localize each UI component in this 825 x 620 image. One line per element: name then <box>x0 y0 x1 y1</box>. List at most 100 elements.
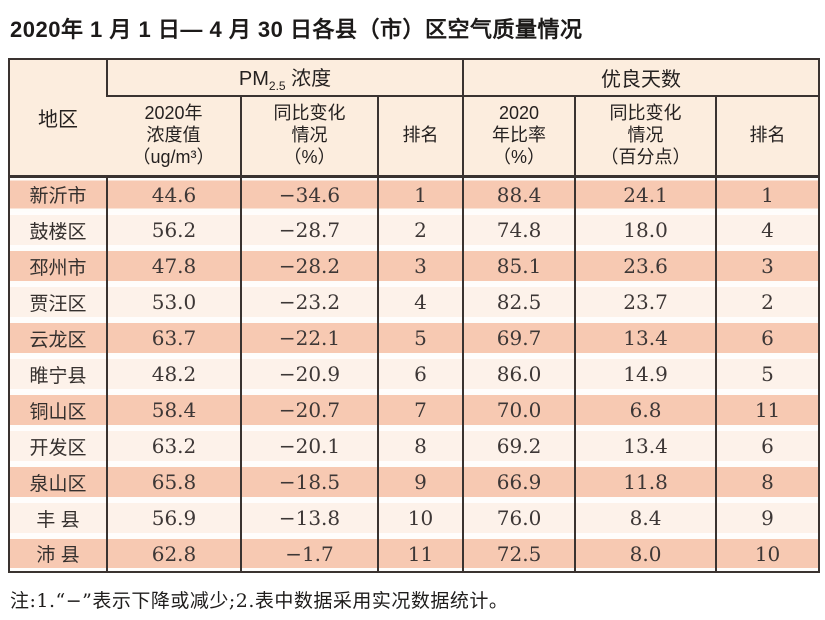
pm-value-cell: 62.8 <box>106 536 241 572</box>
pm-rank-cell: 10 <box>376 500 464 536</box>
table-row: 睢宁县 48.2 −20.9 6 86.0 14.9 5 <box>9 356 820 392</box>
table-row: 贾汪区 53.0 −23.2 4 82.5 23.7 2 <box>9 284 820 320</box>
pm-label: PM <box>238 68 269 90</box>
region-cell: 新沂市 <box>9 176 107 212</box>
pm-value-cell: 48.2 <box>106 356 241 392</box>
gd-ratio-cell: 76.0 <box>462 500 576 536</box>
pm-value-cell: 56.2 <box>106 212 241 248</box>
pm-rank-cell: 6 <box>376 356 464 392</box>
gd-ratio-cell: 69.2 <box>462 428 576 464</box>
table-row: 铜山区 58.4 −20.7 7 70.0 6.8 11 <box>9 392 820 428</box>
table-header: 地区 PM2.5 浓度 优良天数 2020年 浓度值 （ug/m³） 同比变化 … <box>9 59 820 178</box>
gd-ratio-cell: 88.4 <box>462 176 576 212</box>
gd-rank-cell: 6 <box>715 428 820 464</box>
pm-change-cell: −20.1 <box>240 428 378 464</box>
gd-rank-cell: 5 <box>715 356 820 392</box>
gd-change-cell: 14.9 <box>574 356 717 392</box>
gd-change-cell: 24.1 <box>574 176 717 212</box>
gd-rank-cell: 11 <box>715 392 820 428</box>
gd-change-cell: 8.0 <box>574 536 717 572</box>
pm-rank-cell: 9 <box>376 464 464 500</box>
gd-ratio-cell: 66.9 <box>462 464 576 500</box>
gd-change-cell: 8.4 <box>574 500 717 536</box>
pm-rank-cell: 8 <box>376 428 464 464</box>
pm-rank-cell: 3 <box>376 248 464 284</box>
region-cell: 泉山区 <box>9 464 107 500</box>
pm-change-cell: −13.8 <box>240 500 378 536</box>
pm-change-cell: −23.2 <box>240 284 378 320</box>
header-pm-change: 同比变化 情况 （%） <box>240 96 378 178</box>
header-gd-rank: 排名 <box>715 96 820 178</box>
page-title: 2020年 1 月 1 日— 4 月 30 日各县（市）区空气质量情况 <box>10 17 583 42</box>
region-cell: 邳州市 <box>9 248 107 284</box>
pm-change-cell: −18.5 <box>240 464 378 500</box>
pm-change-cell: −28.2 <box>240 248 378 284</box>
table-row: 沛 县 62.8 −1.7 11 72.5 8.0 10 <box>9 536 820 572</box>
pm-value-cell: 63.7 <box>106 320 241 356</box>
header-gd-ratio: 2020 年比率 （%） <box>462 96 576 178</box>
region-cell: 云龙区 <box>9 320 107 356</box>
gd-rank-cell: 9 <box>715 500 820 536</box>
gd-change-cell: 6.8 <box>574 392 717 428</box>
region-cell: 丰 县 <box>9 500 107 536</box>
gd-ratio-cell: 86.0 <box>462 356 576 392</box>
gd-ratio-cell: 72.5 <box>462 536 576 572</box>
pm-rank-cell: 7 <box>376 392 464 428</box>
header-good-days-group: 优良天数 <box>462 59 820 97</box>
gd-rank-cell: 10 <box>715 536 820 572</box>
pm-rank-cell: 2 <box>376 212 464 248</box>
header-group-row: 地区 PM2.5 浓度 优良天数 <box>9 59 820 178</box>
pm-change-cell: −1.7 <box>240 536 378 572</box>
gd-change-cell: 23.6 <box>574 248 717 284</box>
table-row: 云龙区 63.7 −22.1 5 69.7 13.4 6 <box>9 320 820 356</box>
pm-change-cell: −20.7 <box>240 392 378 428</box>
pm-value-cell: 53.0 <box>106 284 241 320</box>
header-region: 地区 <box>9 59 107 178</box>
pm-rank-cell: 5 <box>376 320 464 356</box>
pm-rank-cell: 11 <box>376 536 464 572</box>
table-row: 泉山区 65.8 −18.5 9 66.9 11.8 8 <box>9 464 820 500</box>
gd-ratio-cell: 69.7 <box>462 320 576 356</box>
pm-rank-cell: 1 <box>376 176 464 212</box>
gd-rank-cell: 3 <box>715 248 820 284</box>
gd-change-cell: 13.4 <box>574 428 717 464</box>
footnote: 注:1.“−”表示下降或减少;2.表中数据采用实况数据统计。 <box>10 590 509 612</box>
pm-value-cell: 63.2 <box>106 428 241 464</box>
pm-value-cell: 44.6 <box>106 176 241 212</box>
header-gd-change: 同比变化 情况 （百分点） <box>574 96 717 178</box>
gd-change-cell: 11.8 <box>574 464 717 500</box>
table-row: 新沂市 44.6 −34.6 1 88.4 24.1 1 <box>9 176 820 212</box>
region-cell: 鼓楼区 <box>9 212 107 248</box>
region-cell: 开发区 <box>9 428 107 464</box>
table-row: 鼓楼区 56.2 −28.7 2 74.8 18.0 4 <box>9 212 820 248</box>
header-pm-rank: 排名 <box>376 96 464 178</box>
gd-change-cell: 13.4 <box>574 320 717 356</box>
gd-rank-cell: 4 <box>715 212 820 248</box>
gd-change-cell: 23.7 <box>574 284 717 320</box>
pm-value-cell: 65.8 <box>106 464 241 500</box>
table-row: 开发区 63.2 −20.1 8 69.2 13.4 6 <box>9 428 820 464</box>
table-body: 新沂市 44.6 −34.6 1 88.4 24.1 1 鼓楼区 56.2 −2… <box>9 176 820 572</box>
region-cell: 睢宁县 <box>9 356 107 392</box>
region-cell: 沛 县 <box>9 536 107 572</box>
table-row: 邳州市 47.8 −28.2 3 85.1 23.6 3 <box>9 248 820 284</box>
pm-change-cell: −20.9 <box>240 356 378 392</box>
region-cell: 贾汪区 <box>9 284 107 320</box>
gd-rank-cell: 1 <box>715 176 820 212</box>
pm-rank-cell: 4 <box>376 284 464 320</box>
gd-rank-cell: 8 <box>715 464 820 500</box>
pm-change-cell: −22.1 <box>240 320 378 356</box>
gd-ratio-cell: 74.8 <box>462 212 576 248</box>
gd-rank-cell: 2 <box>715 284 820 320</box>
table-row: 丰 县 56.9 −13.8 10 76.0 8.4 9 <box>9 500 820 536</box>
gd-change-cell: 18.0 <box>574 212 717 248</box>
gd-ratio-cell: 82.5 <box>462 284 576 320</box>
pm-change-cell: −34.6 <box>240 176 378 212</box>
air-quality-table: 地区 PM2.5 浓度 优良天数 2020年 浓度值 （ug/m³） 同比变化 … <box>8 58 821 573</box>
gd-ratio-cell: 85.1 <box>462 248 576 284</box>
pm-value-cell: 56.9 <box>106 500 241 536</box>
gd-rank-cell: 6 <box>715 320 820 356</box>
pm-subscript: 2.5 <box>268 79 286 93</box>
pm-value-cell: 47.8 <box>106 248 241 284</box>
